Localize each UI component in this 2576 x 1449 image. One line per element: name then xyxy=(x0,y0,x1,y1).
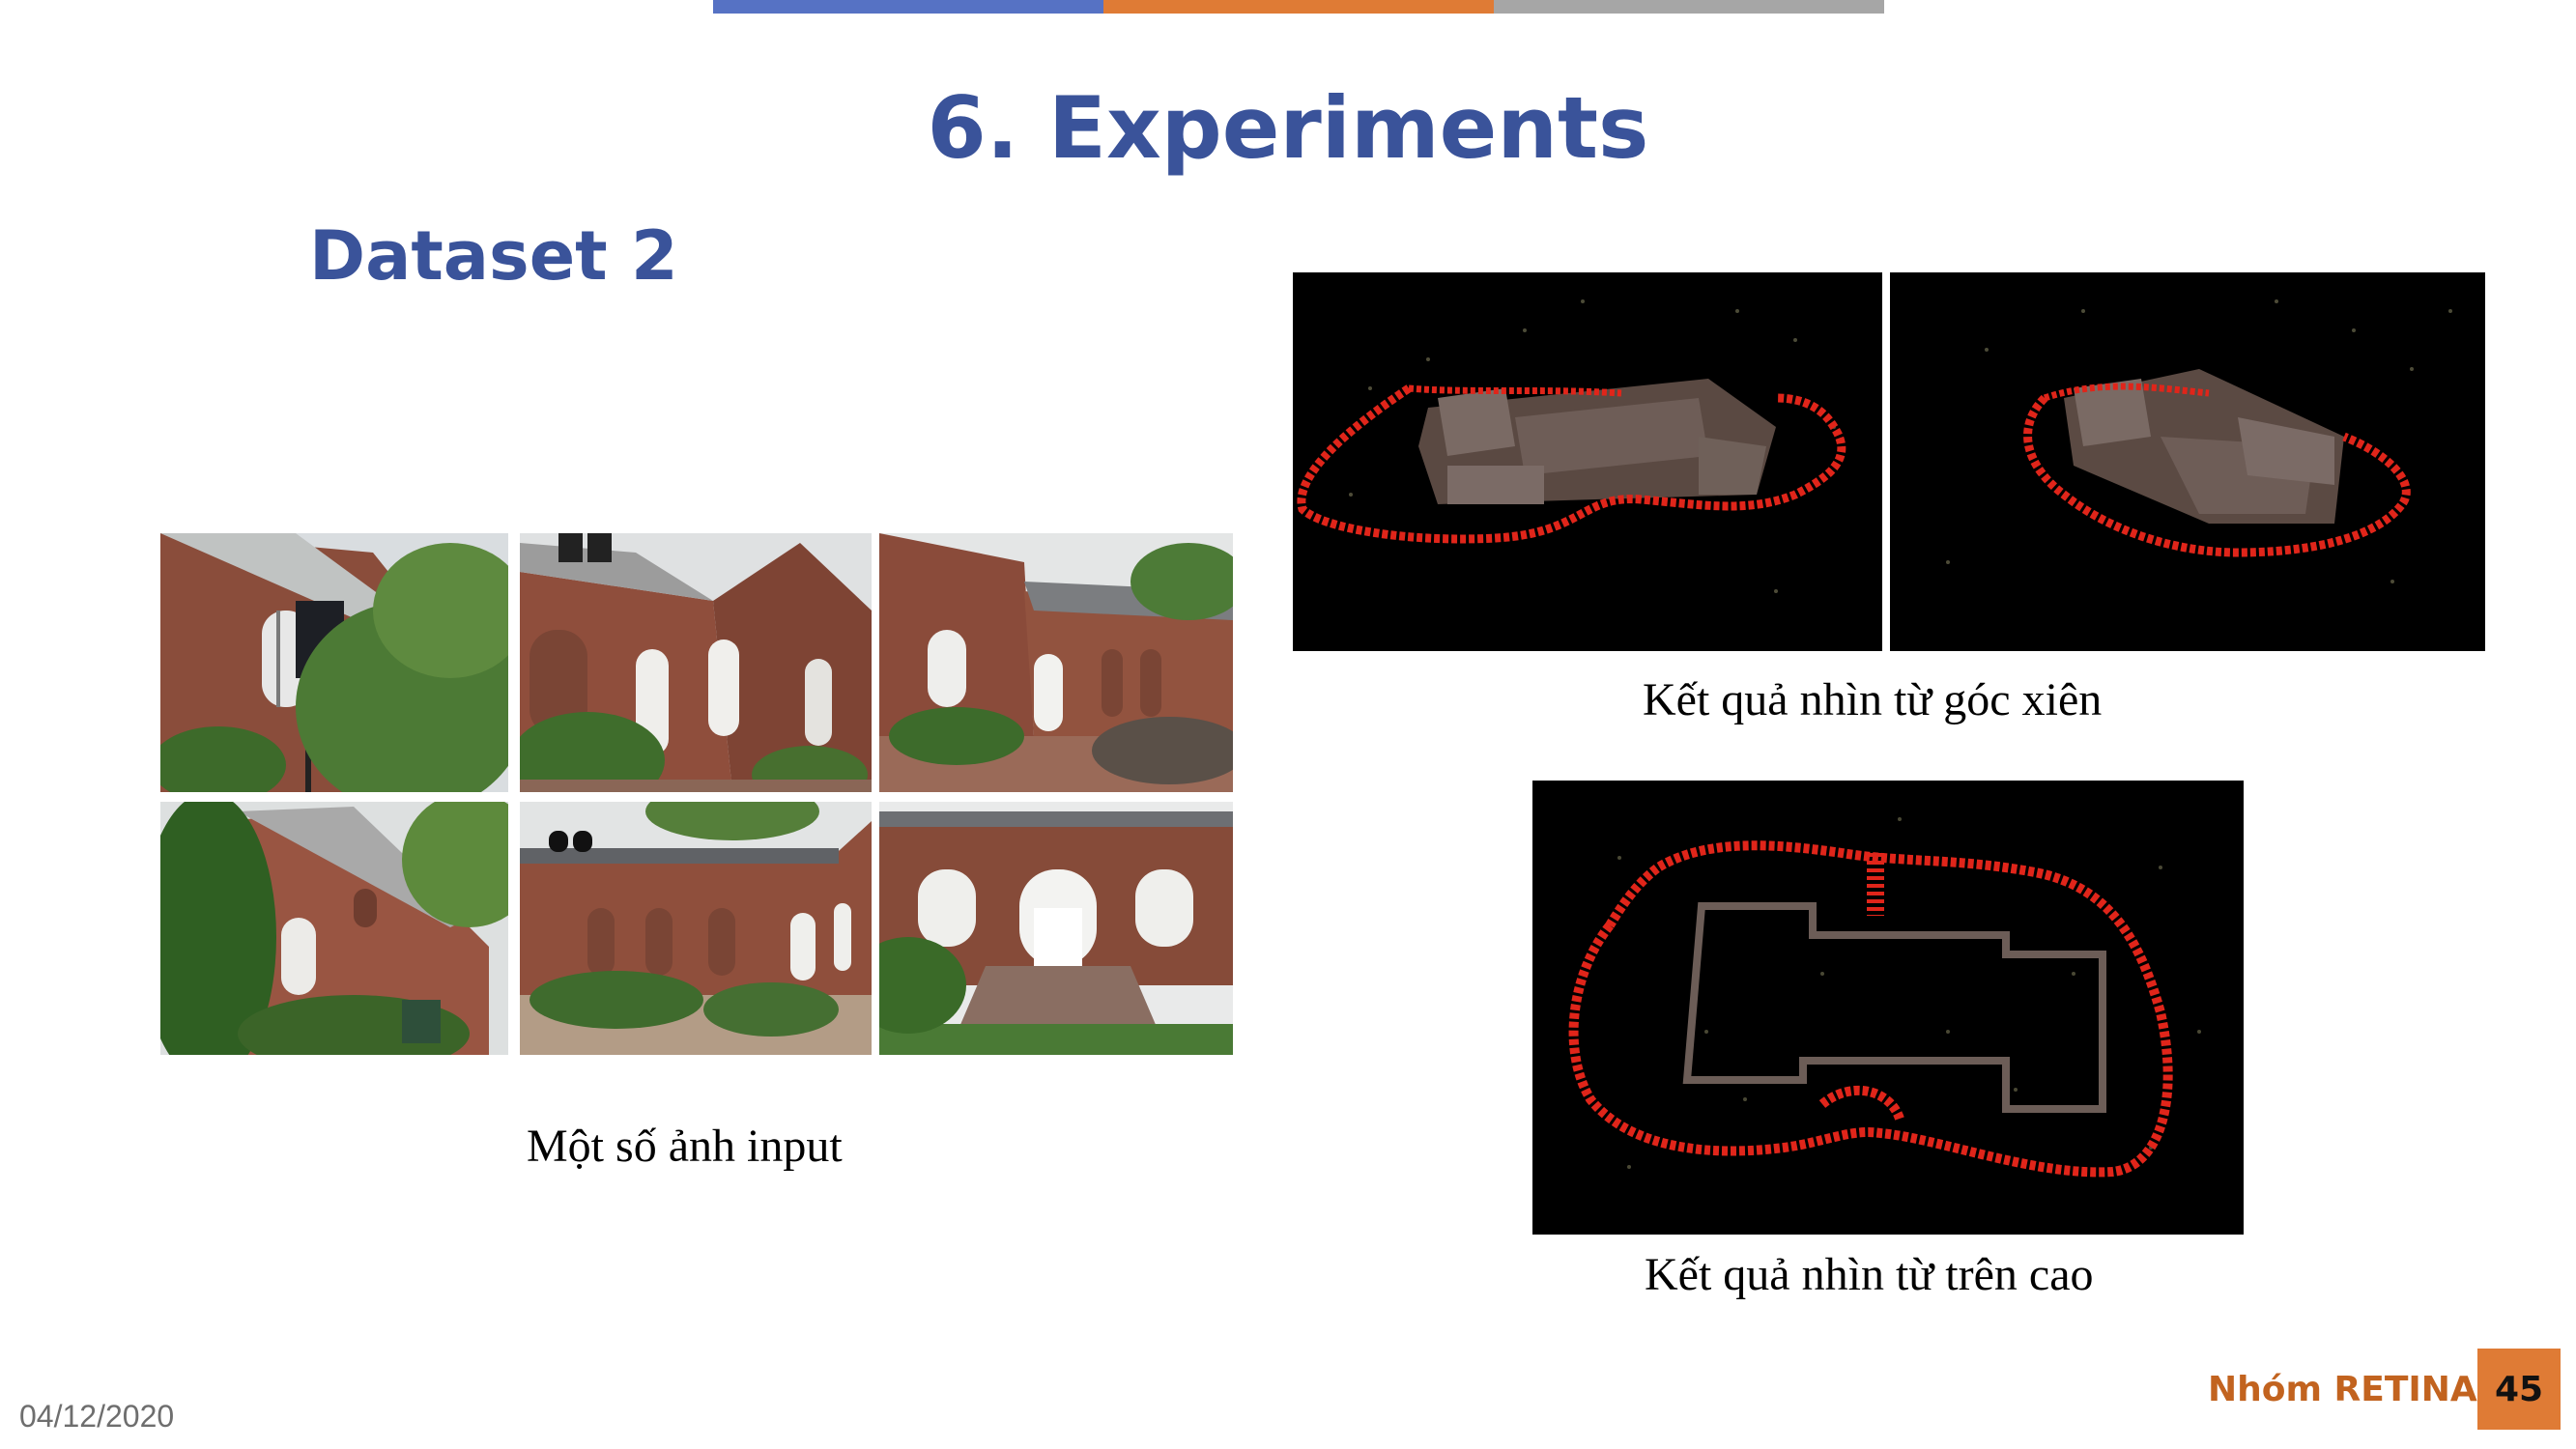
page-number: 45 xyxy=(2494,1369,2544,1409)
input-photo-5 xyxy=(520,802,872,1055)
top-view-caption: Kết quả nhìn từ trên cao xyxy=(1645,1249,2094,1300)
accent-bar-blue xyxy=(713,0,1103,14)
accent-bar-orange xyxy=(1103,0,1494,14)
page-number-badge: 45 xyxy=(2477,1349,2561,1430)
input-photo-6 xyxy=(879,802,1233,1055)
input-photo-1 xyxy=(160,533,508,792)
input-photo-3 xyxy=(879,533,1233,792)
point-cloud-oblique-render-1 xyxy=(1293,272,1882,651)
input-photo-2 xyxy=(520,533,872,792)
accent-bar-gray xyxy=(1494,0,1884,14)
slide-title: 6. Experiments xyxy=(927,78,1649,178)
footer-group-name: Nhóm RETINA xyxy=(2208,1370,2477,1409)
point-cloud-top-view-render xyxy=(1532,781,2244,1235)
section-subtitle: Dataset 2 xyxy=(309,216,678,296)
oblique-view-caption: Kết quả nhìn từ góc xiên xyxy=(1643,674,2103,725)
footer-date: 04/12/2020 xyxy=(19,1399,175,1434)
point-cloud-oblique-render-2 xyxy=(1890,272,2485,651)
input-images-caption: Một số ảnh input xyxy=(527,1121,843,1172)
input-photo-4 xyxy=(160,802,508,1055)
